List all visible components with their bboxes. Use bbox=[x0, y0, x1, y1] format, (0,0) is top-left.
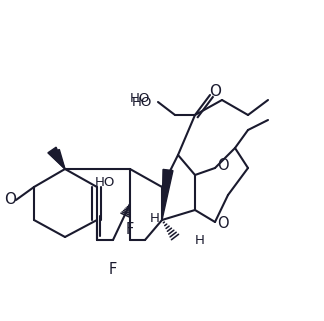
Text: O: O bbox=[217, 159, 229, 173]
Text: F: F bbox=[109, 263, 117, 277]
Text: HO: HO bbox=[130, 92, 150, 106]
Text: H: H bbox=[150, 212, 160, 224]
Text: O: O bbox=[217, 216, 229, 231]
Polygon shape bbox=[48, 147, 65, 169]
Text: O: O bbox=[4, 193, 16, 207]
Text: O: O bbox=[209, 83, 221, 99]
Polygon shape bbox=[162, 169, 173, 220]
Polygon shape bbox=[51, 150, 65, 169]
Text: HO: HO bbox=[95, 177, 115, 189]
Text: HO: HO bbox=[132, 96, 152, 108]
Text: F: F bbox=[126, 222, 134, 238]
Text: H: H bbox=[195, 233, 205, 247]
